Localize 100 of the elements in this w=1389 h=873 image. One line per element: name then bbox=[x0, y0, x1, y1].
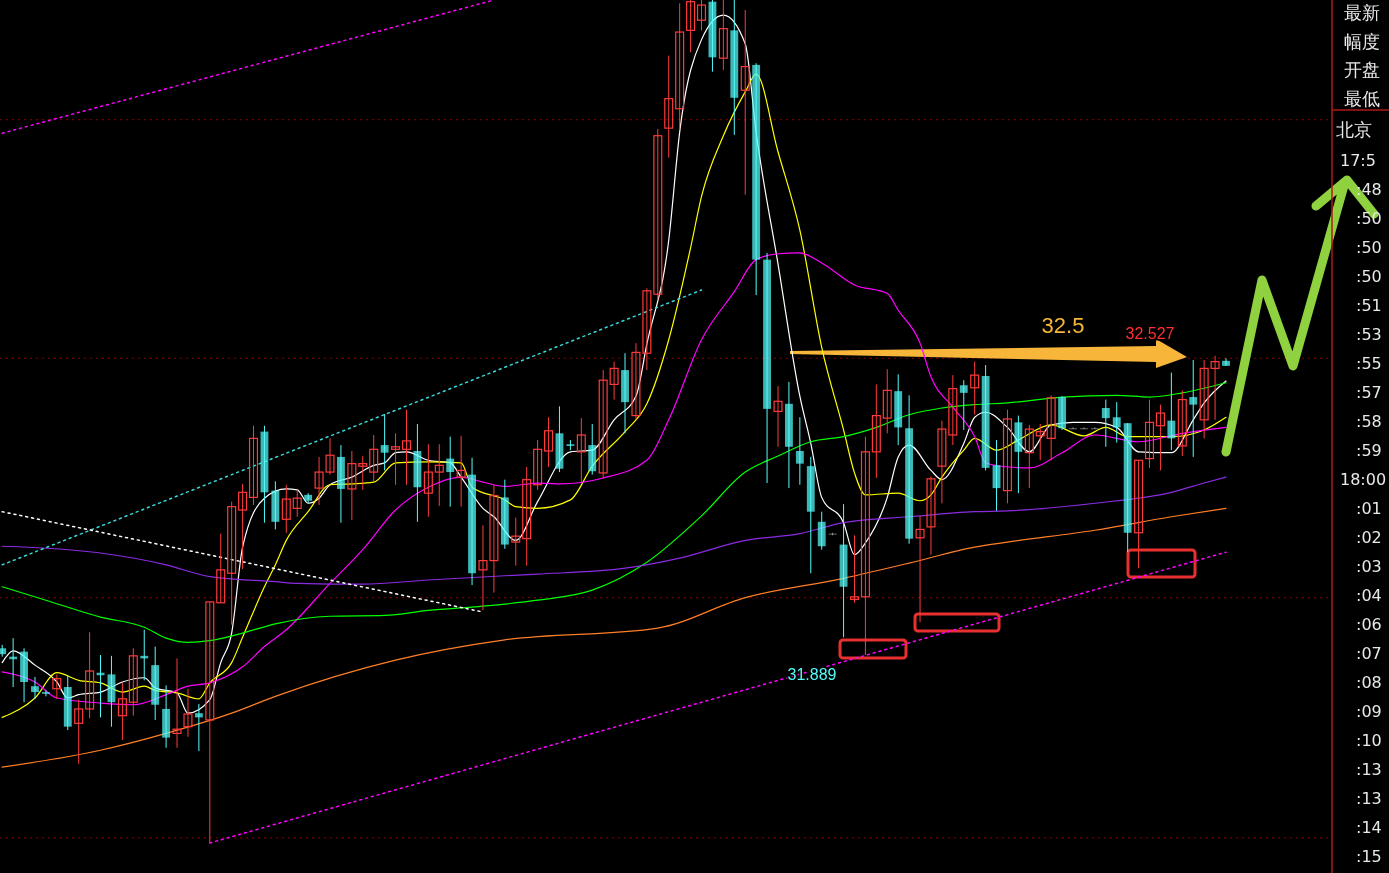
candlestick bbox=[1101, 399, 1110, 448]
candlestick bbox=[718, 0, 728, 71]
text: :07 bbox=[1356, 644, 1382, 663]
text: 幅度 bbox=[1344, 30, 1380, 52]
candlestick bbox=[1035, 423, 1045, 461]
candlestick bbox=[183, 688, 193, 738]
text: 最新 bbox=[1344, 2, 1380, 23]
candlestick bbox=[194, 703, 203, 752]
text: 最低 bbox=[1344, 87, 1380, 109]
candlestick bbox=[1002, 409, 1012, 504]
candlestick bbox=[1167, 372, 1176, 451]
candlestick bbox=[915, 515, 925, 623]
candlestick bbox=[511, 517, 521, 567]
candlestick bbox=[456, 435, 466, 508]
candlestick bbox=[795, 416, 804, 486]
text: :59 bbox=[1356, 441, 1382, 460]
candlestick bbox=[544, 416, 554, 468]
candlestick bbox=[948, 374, 958, 446]
candlestick bbox=[216, 533, 226, 604]
candlestick bbox=[664, 55, 674, 159]
candlestick bbox=[380, 413, 389, 471]
candlestick bbox=[292, 489, 302, 518]
text: 北京 bbox=[1336, 119, 1372, 140]
candlestick bbox=[172, 657, 182, 749]
candlestick bbox=[423, 443, 433, 518]
text: :06 bbox=[1356, 615, 1382, 634]
text: :50 bbox=[1356, 267, 1382, 286]
candlestick bbox=[205, 601, 215, 844]
candlestick bbox=[128, 647, 138, 717]
candlestick bbox=[860, 436, 870, 656]
candlestick bbox=[937, 420, 947, 504]
candlestick bbox=[74, 699, 84, 765]
candlestick bbox=[686, 0, 696, 53]
text: :55 bbox=[1356, 354, 1382, 373]
candlestick bbox=[52, 673, 62, 700]
candlestick bbox=[227, 501, 237, 626]
candlestick bbox=[882, 368, 892, 434]
text: :58 bbox=[1356, 412, 1382, 431]
text: :15 bbox=[1356, 847, 1382, 866]
text: :48 bbox=[1356, 180, 1382, 199]
candlestick bbox=[675, 2, 685, 131]
candlestick bbox=[1134, 459, 1144, 569]
candlestick bbox=[281, 484, 291, 534]
candlestick bbox=[31, 676, 39, 700]
candlestick bbox=[849, 534, 860, 604]
candlestick bbox=[522, 466, 532, 567]
candlestick bbox=[773, 385, 783, 448]
candlestick bbox=[1155, 404, 1165, 471]
candlestick bbox=[1177, 389, 1187, 457]
candlestick bbox=[970, 361, 980, 416]
candlestick bbox=[696, 0, 707, 31]
candlestick bbox=[609, 361, 619, 401]
candlestick bbox=[238, 483, 248, 570]
text: 18:00 bbox=[1340, 470, 1387, 489]
candlestick bbox=[434, 443, 444, 507]
candlestick bbox=[740, 9, 750, 196]
text: :13 bbox=[1356, 789, 1382, 808]
candlestick bbox=[1024, 424, 1034, 489]
text: :51 bbox=[1356, 296, 1382, 315]
text: :57 bbox=[1356, 383, 1382, 402]
candlestick bbox=[992, 439, 1001, 512]
candlestick bbox=[1112, 401, 1121, 444]
candlestick bbox=[1046, 394, 1056, 461]
annotation: 32.5 bbox=[1041, 313, 1085, 338]
candlestick bbox=[117, 682, 127, 741]
candlestick bbox=[1069, 426, 1077, 430]
text: :50 bbox=[1356, 238, 1382, 257]
candlestick bbox=[871, 383, 881, 479]
candlestick bbox=[598, 369, 608, 479]
candlestick bbox=[1090, 426, 1099, 430]
candlestick bbox=[1189, 359, 1198, 458]
text: :10 bbox=[1356, 731, 1382, 750]
candlestick bbox=[533, 439, 543, 491]
candlestick bbox=[959, 379, 968, 431]
candlestick bbox=[391, 432, 401, 486]
candlestick bbox=[358, 455, 368, 491]
text: :50 bbox=[1356, 209, 1382, 228]
candlestick bbox=[1080, 426, 1088, 430]
candlestick bbox=[653, 128, 663, 301]
candlestick bbox=[1144, 399, 1155, 469]
text: :01 bbox=[1356, 499, 1382, 518]
candlestick bbox=[347, 450, 357, 521]
text: :13 bbox=[1356, 760, 1382, 779]
candlestick bbox=[401, 409, 412, 486]
text: :04 bbox=[1356, 586, 1382, 605]
candlestick bbox=[248, 425, 259, 506]
annotation: 32.527 bbox=[1125, 325, 1175, 342]
candlestick bbox=[446, 436, 455, 508]
text: :14 bbox=[1356, 818, 1382, 837]
text: :03 bbox=[1356, 557, 1382, 576]
text: :02 bbox=[1356, 528, 1382, 547]
text: :09 bbox=[1356, 702, 1382, 721]
text: :08 bbox=[1356, 673, 1382, 692]
candlestick bbox=[41, 689, 50, 697]
annotation: 31.889 bbox=[787, 666, 837, 683]
candlestick bbox=[369, 434, 379, 482]
candlestick bbox=[85, 631, 95, 719]
candlestick bbox=[926, 475, 936, 556]
text: 17:5 bbox=[1340, 151, 1376, 170]
text: 开盘 bbox=[1344, 59, 1380, 80]
